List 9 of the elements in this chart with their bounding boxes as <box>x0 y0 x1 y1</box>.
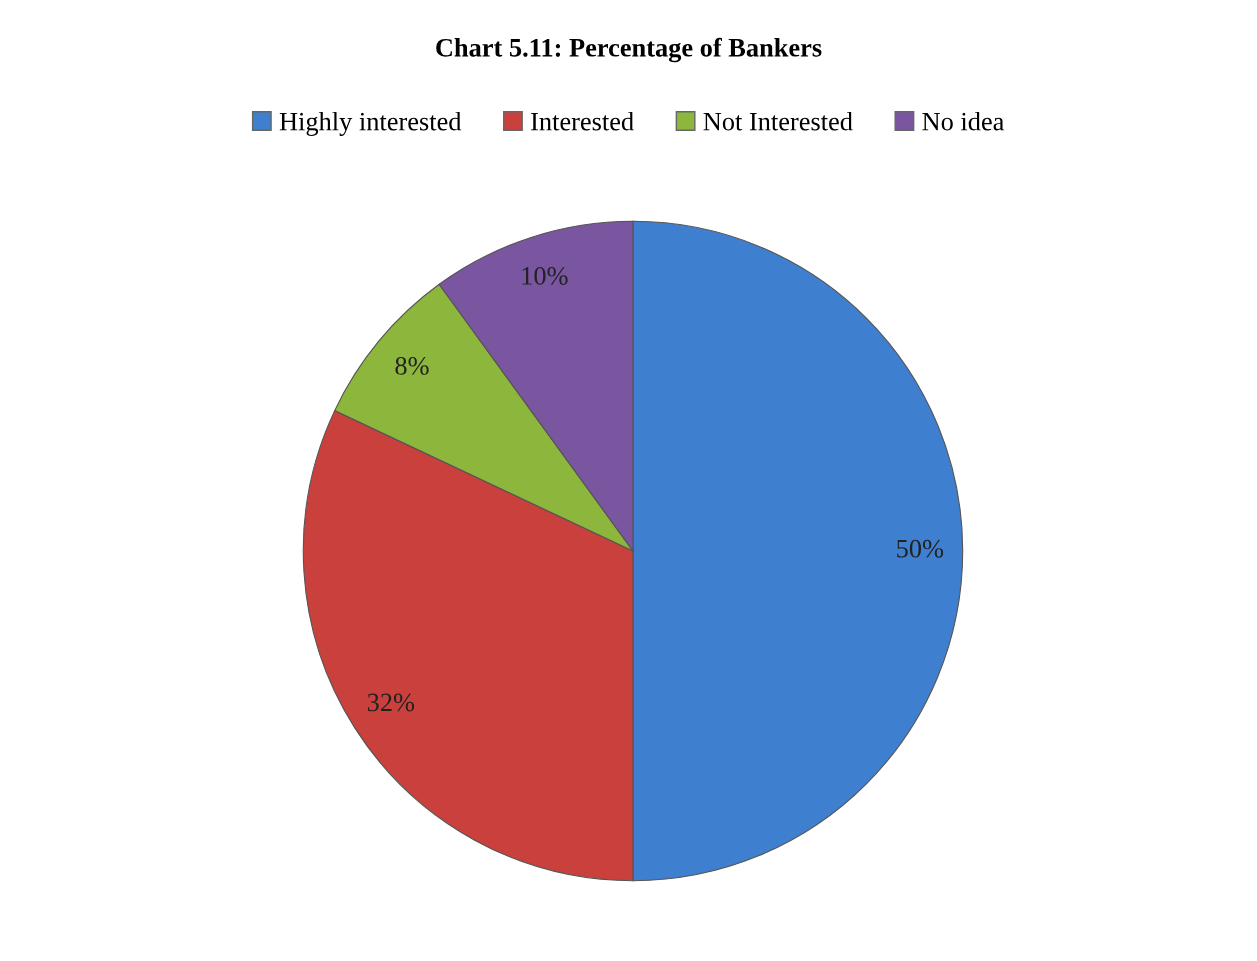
data-label: 10% <box>522 266 568 285</box>
legend-label: Interested <box>531 111 634 131</box>
chart-title: Chart 5.11: Percentage of Bankers <box>436 37 822 63</box>
legend-label: No idea <box>922 111 1005 131</box>
data-label: 32% <box>367 693 415 712</box>
data-label: 8% <box>395 356 429 375</box>
data-label: 50% <box>897 539 944 558</box>
legend-label: Not Interested <box>703 111 853 131</box>
legend-label: Highly interested <box>279 111 462 136</box>
